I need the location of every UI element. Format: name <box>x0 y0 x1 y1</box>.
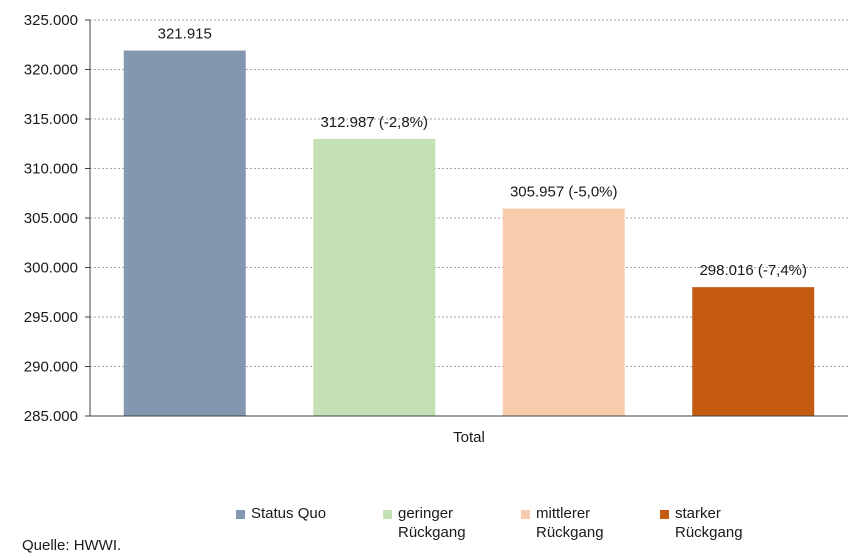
y-tick-label: 325.000 <box>24 12 78 29</box>
bar-chart: 285.000 290.000 295.000 300.000 305.000 310.0… <box>24 12 848 446</box>
legend-label: starker Rückgang <box>675 505 743 541</box>
y-axis: 285.000 290.000 295.000 300.000 305.000 310.0… <box>24 12 91 425</box>
y-tick-label: 305.000 <box>24 210 78 227</box>
legend-swatch <box>236 510 245 519</box>
y-tick-label: 310.000 <box>24 161 78 178</box>
x-axis: Total <box>90 415 848 446</box>
legend-item: geringer Rückgang <box>383 504 488 542</box>
legend-swatch <box>521 510 530 519</box>
data-label: 312.987 (-2,8%) <box>320 114 428 131</box>
y-tick-label: 300.000 <box>24 260 78 277</box>
source-note: Quelle: HWWI. <box>22 537 122 554</box>
legend-label: geringer Rückgang <box>398 505 466 541</box>
bar <box>692 287 815 416</box>
bar <box>313 138 436 416</box>
data-label: 305.957 (-5,0%) <box>510 184 618 201</box>
legend-item: mittlerer Rückgang <box>521 504 626 542</box>
bar <box>502 208 625 416</box>
data-label: 321.915 <box>158 26 212 43</box>
legend-swatch <box>383 510 392 519</box>
legend-item: Status Quo <box>236 504 341 523</box>
y-tick-label: 320.000 <box>24 62 78 79</box>
legend-label: mittlerer Rückgang <box>536 505 604 541</box>
legend-swatch <box>660 510 669 519</box>
bars: 321.915 312.987 (-2,8%) 305.957 (-5,0%) 298… <box>123 26 815 416</box>
legend-item: starker Rückgang <box>660 504 765 542</box>
legend: Status Quo geringer Rückgang mittlerer Rüc… <box>0 504 855 552</box>
y-tick-label: 285.000 <box>24 408 78 425</box>
x-category-label: Total <box>453 429 485 446</box>
bar <box>123 50 246 416</box>
y-tick-label: 315.000 <box>24 111 78 128</box>
y-tick-label: 290.000 <box>24 359 78 376</box>
legend-label: Status Quo <box>251 505 327 522</box>
data-label: 298.016 (-7,4%) <box>699 262 807 279</box>
y-tick-label: 295.000 <box>24 309 78 326</box>
